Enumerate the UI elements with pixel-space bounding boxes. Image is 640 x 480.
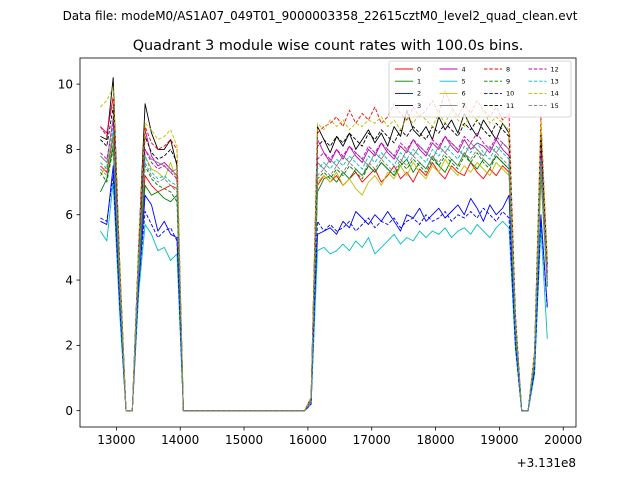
series-line-8 <box>100 90 548 412</box>
series-line-12 <box>100 122 548 412</box>
series-line-13 <box>100 129 548 412</box>
x-tick-label: 18000 <box>416 433 454 447</box>
y-tick-label: 2 <box>65 339 73 353</box>
x-tick-label: 19000 <box>480 433 518 447</box>
legend-label: 10 <box>506 90 514 98</box>
plot-area: 13000 14000 15000 16000 17000 18000 19000 20000… <box>58 57 582 447</box>
legend-label: 8 <box>506 65 510 73</box>
y-tick-label: 8 <box>65 143 73 157</box>
legend-label: 4 <box>462 65 466 73</box>
legend-label: 0 <box>417 65 421 73</box>
legend-label: 1 <box>417 78 421 86</box>
x-offset-label: +3.131e8 <box>517 456 576 470</box>
series-line-15 <box>100 139 548 412</box>
legend-label: 3 <box>417 102 421 110</box>
series-line-7 <box>100 116 548 412</box>
series-lines <box>99 77 548 412</box>
series-line-11 <box>100 106 548 412</box>
y-tick-label: 4 <box>65 273 73 287</box>
legend-label: 9 <box>506 78 510 86</box>
series-line-6 <box>100 132 548 412</box>
series-line-5 <box>100 181 548 412</box>
legend-label: 14 <box>551 90 559 98</box>
x-tick-label: 17000 <box>353 433 391 447</box>
y-tick-label: 10 <box>58 77 73 91</box>
y-tick-label: 6 <box>65 208 73 222</box>
legend-label: 12 <box>551 65 559 73</box>
chart-title: Quadrant 3 module wise count rates with … <box>133 38 524 54</box>
x-tick-label: 15000 <box>225 433 263 447</box>
series-line-4 <box>100 96 548 412</box>
legend-label: 15 <box>551 102 559 110</box>
legend-label: 7 <box>462 102 466 110</box>
x-tick-label: 14000 <box>161 433 199 447</box>
x-tick-label: 13000 <box>97 433 135 447</box>
legend-frame <box>388 60 572 118</box>
legend-label: 6 <box>462 90 466 98</box>
y-tick-label: 0 <box>65 404 73 418</box>
legend-label: 13 <box>551 78 559 86</box>
x-tick-label: 20000 <box>544 433 582 447</box>
series-line-10 <box>100 175 548 412</box>
x-tick-label: 16000 <box>289 433 327 447</box>
legend-label: 5 <box>462 78 466 86</box>
series-line-1 <box>99 145 548 412</box>
suptitle: Data file: modeM0/AS1A07_049T01_90000033… <box>63 9 578 23</box>
legend-label: 11 <box>506 102 514 110</box>
legend-label: 2 <box>417 90 421 98</box>
